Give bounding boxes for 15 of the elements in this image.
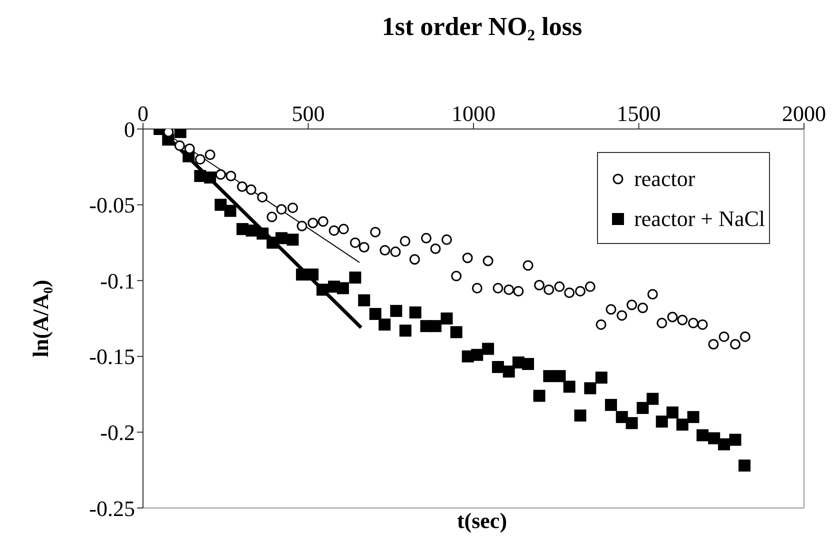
y-tick-label: -0.15 <box>89 344 135 370</box>
x-tick-label: 1500 <box>616 101 661 126</box>
y-tick-label: -0.05 <box>89 192 135 218</box>
x-axis-title: t(sec) <box>456 508 508 534</box>
x-tick-label: 500 <box>292 101 325 126</box>
y-tick-label: 0 <box>124 116 135 142</box>
x-tick-label: 2000 <box>782 101 826 126</box>
legend-label: reactor + NaCl <box>634 206 765 232</box>
x-tick-label: 1000 <box>452 101 496 126</box>
y-axis-title: ln(A/A₀) <box>28 280 53 358</box>
legend-label: reactor <box>634 166 696 192</box>
y-tick-label: -0.2 <box>100 420 135 446</box>
chart-title: 1st order NO₂ loss <box>380 12 584 42</box>
y-tick-label: -0.1 <box>100 268 135 294</box>
y-tick-label: -0.25 <box>89 496 135 521</box>
